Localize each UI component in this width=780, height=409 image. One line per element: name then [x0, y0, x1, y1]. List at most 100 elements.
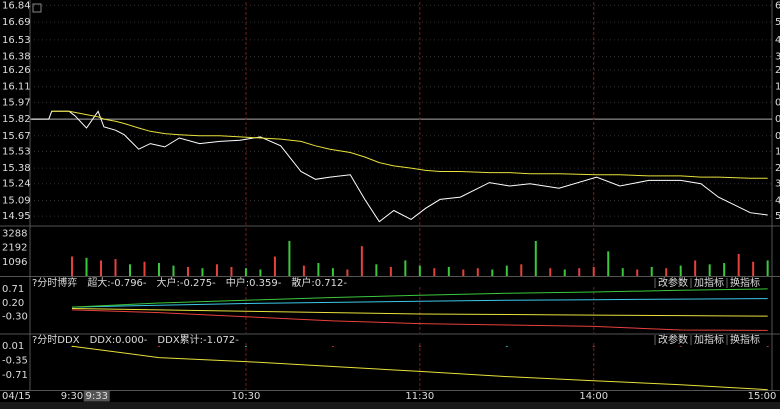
x-tick-label: 9:30 — [61, 391, 83, 402]
volume-bar — [114, 259, 117, 276]
volume-bar — [317, 263, 320, 276]
volume-bar — [520, 264, 523, 276]
right-axis-label: 0 — [775, 97, 780, 108]
y-tick-label: 15.82 — [2, 114, 31, 125]
volume-bar — [476, 268, 479, 276]
volume-bar — [288, 240, 291, 276]
y-tick-label: 15.67 — [2, 131, 31, 142]
x-tick-label: 11:30 — [405, 391, 434, 402]
y-tick-label: 16.38 — [2, 52, 31, 63]
y-tick-label: 14.95 — [2, 211, 31, 222]
volume-bar — [157, 263, 160, 276]
x-tick-label: 10:30 — [232, 391, 261, 402]
volume-bar — [331, 268, 334, 276]
volume-bar — [273, 256, 276, 276]
series-line — [71, 308, 768, 317]
volume-bar — [491, 269, 494, 276]
legend-entry: 大户:-0.275- — [157, 276, 217, 289]
volume-bar — [100, 260, 103, 276]
indicator-button[interactable]: 加指标 — [694, 333, 724, 346]
volume-bar — [201, 268, 204, 276]
volume-bar — [244, 268, 247, 276]
cursor-time-label: 9:33 — [85, 391, 107, 402]
legend-entry: 超大:-0.796- — [87, 276, 147, 289]
volume-bar — [346, 269, 349, 276]
volume-bar — [360, 246, 363, 276]
volume-bar — [230, 266, 233, 276]
series-line — [71, 309, 768, 331]
ddx-bar — [331, 346, 334, 348]
ddx-bar — [157, 345, 160, 347]
right-axis-label: 0 — [775, 114, 780, 125]
volume-bar — [433, 268, 436, 276]
ddx-bar — [679, 345, 682, 347]
indicator-button[interactable]: 改参数 — [658, 333, 688, 346]
x-tick-label: 15:00 — [748, 391, 777, 402]
y-tick-label: 2192 — [2, 243, 27, 254]
volume-bar — [766, 260, 769, 276]
y-tick-label: 15.09 — [2, 195, 31, 206]
y-tick-label: 16.69 — [2, 17, 31, 28]
y-tick-label: -0.71 — [2, 370, 28, 381]
right-axis-label: 1 — [775, 146, 780, 157]
ddx-bar — [592, 346, 595, 348]
right-axis-label: 4 — [775, 35, 780, 46]
volume-bar — [302, 265, 305, 276]
volume-bar — [665, 268, 668, 276]
legend-entry: DDX:0.000- — [90, 335, 148, 346]
series-line — [51, 110, 768, 179]
ddx-bar — [418, 345, 421, 347]
volume-bar — [85, 257, 88, 276]
y-tick-label: -0.30 — [2, 312, 28, 323]
indicator-title: ?分时博弈 — [32, 276, 77, 289]
date-label: 04/15 — [2, 391, 31, 402]
volume-bar — [404, 260, 407, 276]
series-line — [31, 110, 768, 223]
cursor-time-box — [83, 390, 110, 402]
volume-bar — [592, 266, 595, 276]
indicator-button[interactable]: 换指标 — [730, 333, 760, 346]
legend-entry: 散户:0.712- — [291, 276, 347, 289]
volume-bar — [549, 268, 552, 276]
volume-bar — [737, 253, 740, 276]
volume-bar — [505, 265, 508, 276]
y-tick-label: 3288 — [2, 228, 27, 239]
right-axis-label: 5 — [775, 211, 780, 222]
volume-bar — [694, 260, 697, 276]
volume-bar — [259, 269, 262, 276]
right-axis-label: 2 — [775, 163, 780, 174]
legend-entry: 中户:0.359- — [226, 276, 282, 289]
right-axis-label: 6 — [775, 0, 780, 11]
right-axis-label: 4 — [775, 195, 780, 206]
volume-bar — [128, 264, 131, 276]
y-tick-label: 0.71 — [2, 284, 24, 295]
right-axis-label: 2 — [775, 65, 780, 76]
y-tick-label: 1096 — [2, 257, 27, 268]
volume-bar — [679, 265, 682, 276]
legend-entry: DDX累计:-1.072- — [157, 333, 239, 346]
y-tick-label: -0.35 — [2, 355, 28, 366]
y-tick-label: 16.11 — [2, 82, 31, 93]
volume-bar — [186, 266, 189, 276]
close-box[interactable] — [32, 3, 42, 13]
x-tick-label: 14:00 — [579, 391, 608, 402]
volume-bar — [418, 265, 421, 276]
volume-bar — [447, 266, 450, 276]
y-tick-label: 16.26 — [2, 65, 31, 76]
right-axis-label: 1 — [775, 82, 780, 93]
bottom-tab-strip — [0, 402, 780, 409]
y-tick-label: 15.24 — [2, 179, 31, 190]
series-line — [71, 288, 768, 308]
y-tick-label: 15.38 — [2, 163, 31, 174]
indicator-button[interactable]: 加指标 — [694, 276, 724, 289]
volume-bar — [375, 264, 378, 276]
indicator-button[interactable]: 改参数 — [658, 276, 688, 289]
right-axis-label: 3 — [775, 52, 780, 63]
volume-bar — [462, 269, 465, 276]
indicator-title: ?分时DDX — [32, 334, 80, 346]
indicator-button[interactable]: 换指标 — [730, 276, 760, 289]
y-tick-label: 15.53 — [2, 146, 31, 157]
ddx-bar — [505, 346, 508, 348]
